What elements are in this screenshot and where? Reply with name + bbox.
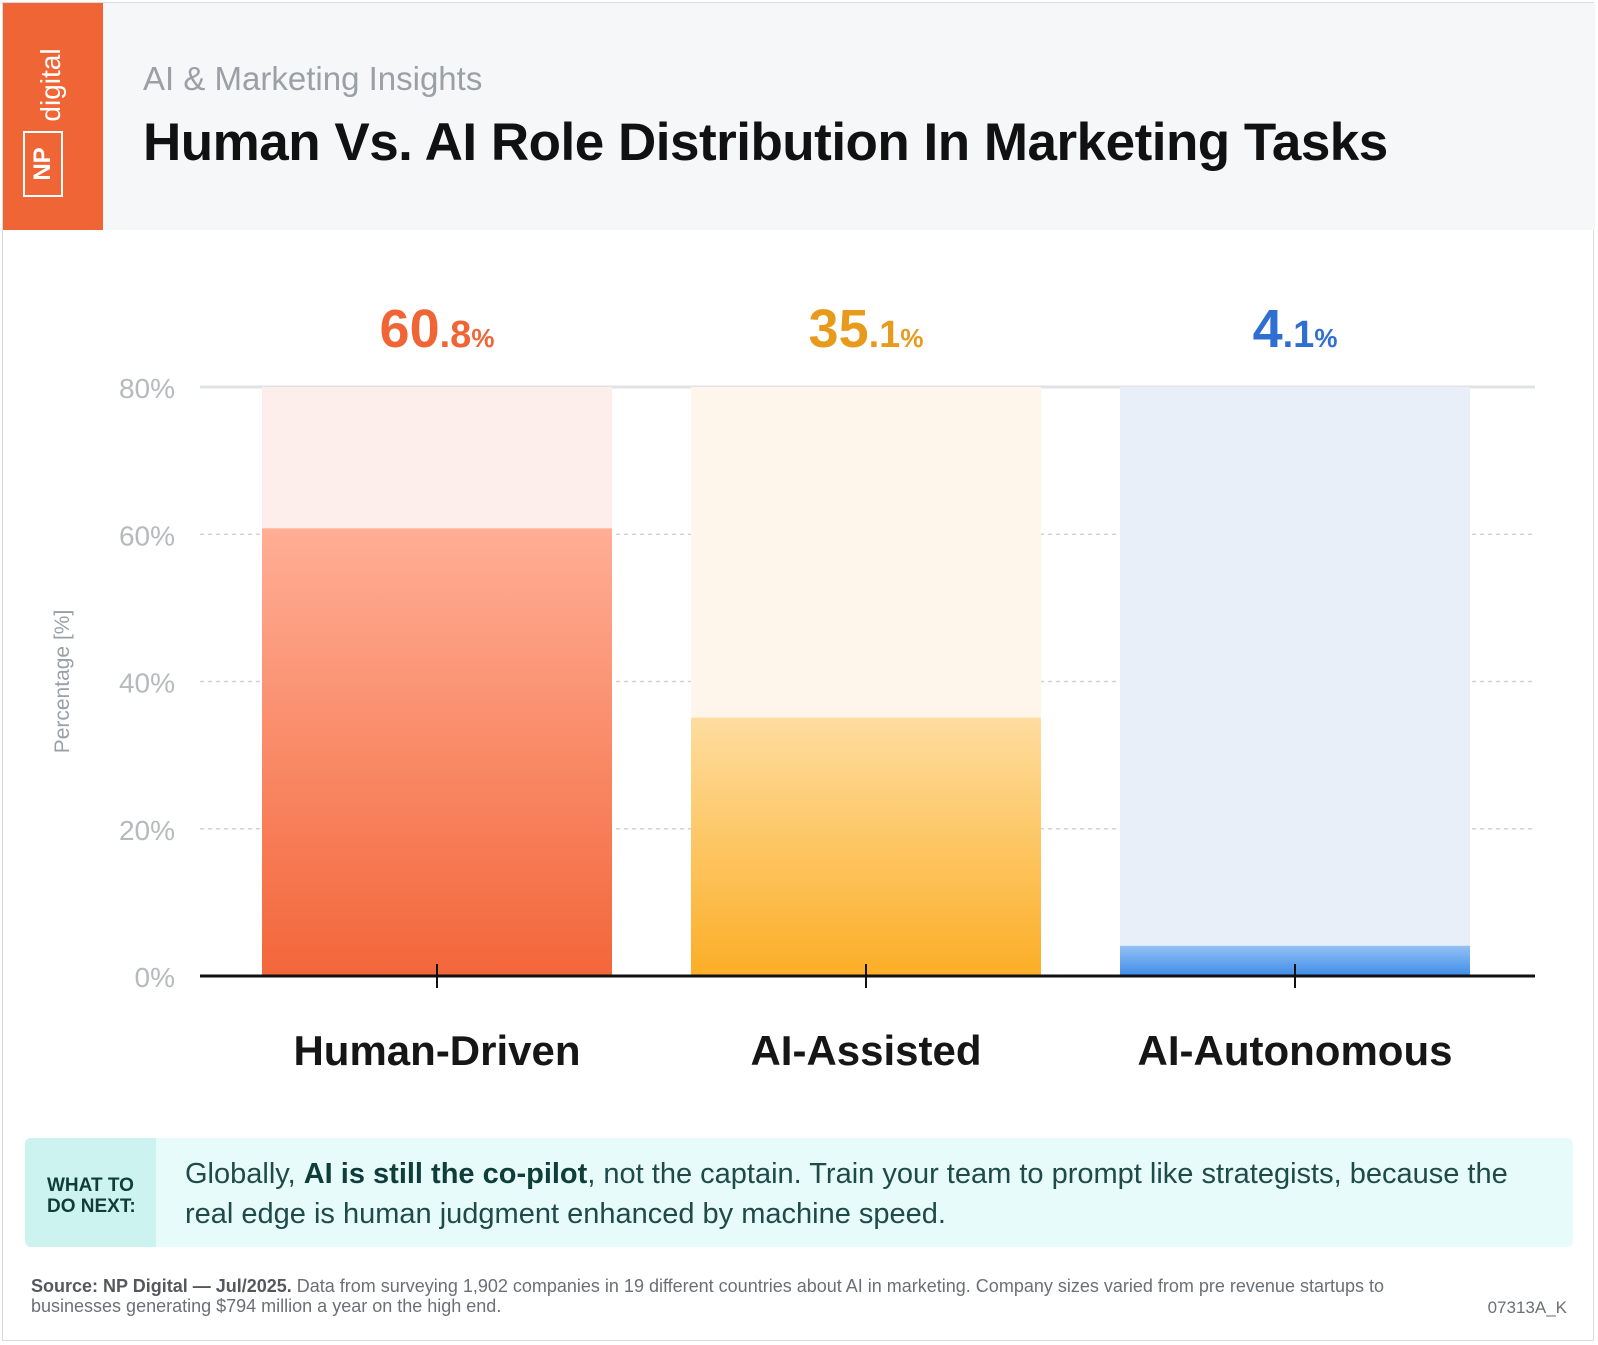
callout-tag: WHAT TO DO NEXT:	[25, 1138, 156, 1247]
bar-background	[1120, 387, 1470, 976]
y-tick-label: 20%	[119, 815, 175, 846]
category-label: Human-Driven	[293, 1027, 580, 1074]
callout-text-after: , not the captain. Train your team to pr…	[185, 1158, 1508, 1230]
y-tick-label: 60%	[119, 520, 175, 551]
bar	[262, 528, 612, 976]
y-tick-label: 40%	[119, 668, 175, 699]
np-digital-logo: NP digital	[3, 3, 103, 230]
callout-tag-text: WHAT TO DO NEXT:	[47, 1175, 136, 1217]
callout-text: Globally, AI is still the co-pilot, not …	[185, 1154, 1555, 1234]
y-tick-label: 0%	[135, 962, 175, 993]
header-band	[3, 3, 1595, 230]
category-label: AI-Autonomous	[1138, 1027, 1453, 1074]
callout-text-before: Globally,	[185, 1158, 304, 1190]
category-label: AI-Assisted	[750, 1027, 981, 1074]
page-subtitle: AI & Marketing Insights	[143, 60, 483, 97]
bar	[691, 717, 1041, 976]
y-tick-label: 80%	[119, 373, 175, 404]
logo-digital-text: digital	[35, 48, 66, 122]
y-axis-label: Percentage [%]	[51, 610, 74, 754]
bar-chart: 0% 20% 40% 60% 80% Percentage [%] 60.8% Human-D…	[51, 299, 1535, 1074]
bar-value-label: 35.1%	[809, 299, 924, 359]
page-title: Human Vs. AI Role Distribution In Market…	[143, 113, 1388, 172]
logo-box	[23, 131, 63, 197]
bar-value-label: 4.1%	[1253, 299, 1338, 359]
what-to-do-next-callout: WHAT TO DO NEXT: Globally, AI is still t…	[25, 1138, 1573, 1247]
source-text: Data from surveying 1,902 companies in 1…	[31, 1276, 1384, 1316]
source-bold: Source: NP Digital — Jul/2025.	[31, 1276, 292, 1296]
source-note: Source: NP Digital — Jul/2025. Data from…	[31, 1276, 1451, 1316]
callout-text-bold: AI is still the co-pilot	[303, 1158, 588, 1190]
bar-value-label: 60.8%	[380, 299, 495, 359]
logo-np-text: NP	[29, 147, 56, 181]
graphic-code: 07313A_K	[1487, 1298, 1567, 1317]
